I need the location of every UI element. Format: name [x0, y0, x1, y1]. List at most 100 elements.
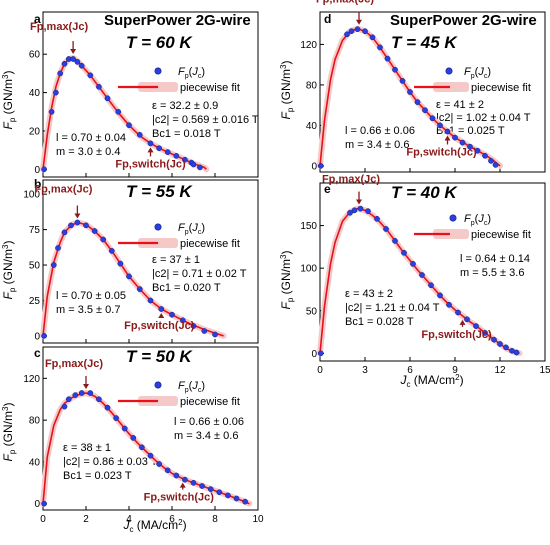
data-point [173, 153, 180, 159]
data-point [348, 28, 355, 35]
data-point [407, 89, 413, 95]
y-tick-label: 100 [23, 190, 40, 201]
legend-point-marker [154, 223, 162, 231]
data-point [190, 161, 197, 168]
plot-a: 0 20 40 60 Fp,max(Jc) Fp,switch(Jc) [29, 11, 259, 178]
data-point [317, 350, 324, 357]
plot-d: 0 40 80 120 Fp,max(Jc) Fp,switch(Jc) [300, 0, 546, 173]
arrow-head [83, 383, 89, 389]
y-axis-label: Fp (GN/m3) [279, 251, 295, 310]
data-point [96, 396, 102, 403]
data-point [104, 404, 111, 411]
annotation-label: Fp,switch(Jc) [144, 492, 215, 504]
data-point [513, 349, 520, 356]
x-tick-label: 8 [212, 514, 218, 525]
data-point [70, 56, 76, 62]
data-point [414, 99, 421, 105]
data-point [377, 44, 383, 51]
data-point [474, 147, 481, 154]
data-point [467, 143, 473, 150]
panel-letter: a [34, 12, 41, 26]
data-point [61, 403, 68, 410]
data-point [351, 207, 358, 214]
y-tick-label: 50 [306, 306, 318, 317]
data-point [136, 131, 143, 138]
panel-letter: b [34, 177, 41, 191]
param-m: m = 3.4 ± 0.6 [174, 430, 238, 442]
param-epsilon: ε = 38 ± 1 [63, 442, 111, 454]
y-tick-label: 60 [29, 50, 41, 61]
data-point [503, 344, 509, 351]
y-tick-label: 50 [29, 261, 41, 272]
data-point [410, 261, 416, 267]
arrow-head [179, 482, 186, 488]
temperature-label: T = 45 K [391, 33, 458, 52]
data-point [347, 209, 353, 216]
data-point [429, 115, 436, 122]
data-point [482, 330, 488, 336]
data-point [126, 122, 132, 129]
legend-fit-label: piecewise fit [180, 238, 240, 250]
x-tick-label: 10 [252, 514, 264, 525]
data-point [317, 163, 324, 169]
data-point [482, 152, 488, 159]
data-point [78, 390, 85, 396]
data-point [374, 215, 380, 222]
legend-points-label: Fp(Jc) [464, 213, 491, 227]
param-c2: |c2| = 0.569 ± 0.016 T [152, 114, 259, 126]
data-point [446, 301, 452, 308]
data-point [169, 311, 175, 318]
data-point [147, 452, 154, 459]
x-axis-label: Jc (MA/cm2) [122, 518, 186, 534]
x-tick-label: 9 [452, 365, 458, 376]
panel-a: a SuperPower 2G-wire T = 60 K Fp (GN/m3)… [1, 12, 259, 158]
x-tick-label: 3 [362, 365, 368, 376]
param-bc1: Bc1 = 0.028 T [345, 316, 414, 328]
y-tick-label: 100 [300, 264, 317, 275]
data-point [182, 476, 188, 483]
data-point [68, 222, 74, 229]
param-m: m = 3.5 ± 0.7 [56, 304, 120, 316]
param-epsilon: ε = 37 ± 1 [152, 254, 200, 266]
data-point [126, 273, 132, 280]
data-point [399, 78, 406, 84]
arrow-head [147, 147, 154, 153]
wire-header: SuperPower 2G-wire [104, 12, 251, 29]
data-point [173, 472, 180, 479]
panel-letter: c [34, 346, 41, 360]
legend-fit-label: piecewise fit [180, 82, 240, 94]
temperature-label: T = 60 K [126, 33, 193, 52]
data-point [437, 292, 443, 299]
legend-fit-label: piecewise fit [180, 396, 240, 408]
fit-line [42, 221, 224, 337]
legend-points-label: Fp(Jc) [178, 222, 205, 236]
data-point [96, 83, 102, 90]
y-tick-label: 40 [306, 121, 318, 132]
data-point [242, 498, 248, 505]
data-point [216, 489, 223, 496]
temperature-label: T = 55 K [126, 182, 193, 201]
annotation-label: Fp,switch(Jc) [124, 320, 195, 332]
arrow-head [356, 19, 362, 25]
legend-point-marker [154, 67, 162, 75]
data-point [53, 89, 59, 96]
param-epsilon: ε = 43 ± 2 [345, 288, 393, 300]
param-m: m = 5.5 ± 3.6 [460, 267, 524, 279]
data-point [74, 219, 81, 226]
y-tick-label: 75 [29, 225, 41, 236]
data-point [197, 164, 203, 171]
data-point [444, 128, 451, 135]
param-c2: |c2| = 0.86 ± 0.03 T [63, 456, 158, 468]
data-point [357, 205, 364, 212]
y-tick-label: 120 [300, 40, 317, 51]
data-point [130, 435, 137, 441]
legend-points-label: Fp(Jc) [464, 66, 491, 80]
panel-e: e T = 40 K Fp (GN/m3) Jc (MA/cm2) Fp(Jc)… [279, 182, 531, 389]
param-l: l = 0.66 ± 0.06 [345, 125, 415, 137]
annotation-label: Fp,max(Jc) [30, 21, 88, 33]
data-point [41, 166, 47, 173]
data-point [72, 392, 79, 398]
data-point [497, 341, 503, 347]
